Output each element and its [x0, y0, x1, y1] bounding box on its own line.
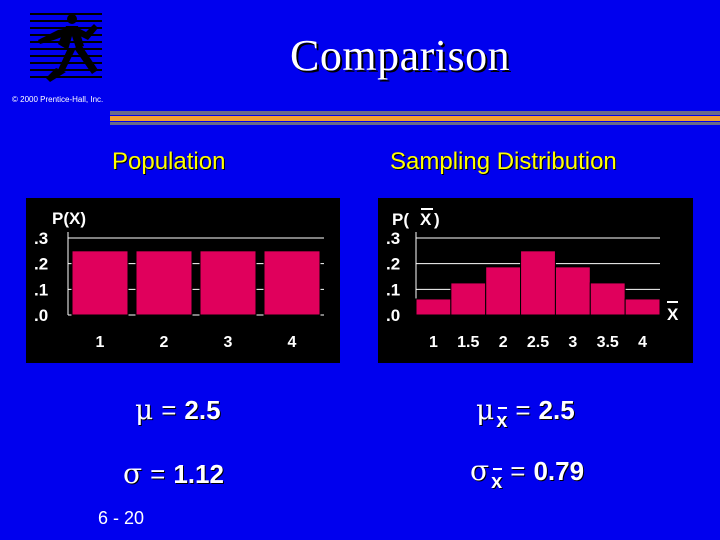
x-tick-label: 4	[638, 334, 647, 351]
bar	[263, 250, 321, 316]
divider-stripe-top	[110, 111, 720, 115]
bar	[135, 250, 193, 316]
y-axis-label-prefix: P(	[392, 210, 409, 229]
sigma-symbol: σ	[123, 457, 143, 490]
equals-sign: =	[510, 456, 526, 486]
mu-symbol: μ	[135, 393, 154, 426]
x-tick-label: 2.5	[527, 334, 549, 351]
x-tick-label: 3.5	[597, 334, 619, 351]
equals-sign: =	[515, 395, 531, 425]
equals-sign: =	[161, 395, 177, 425]
y-tick-label: .3	[386, 229, 400, 248]
bar	[624, 298, 661, 316]
x-tick-label: 2	[160, 334, 169, 351]
running-figure-icon	[30, 13, 102, 82]
divider-stripe-bottom	[110, 122, 720, 125]
bar	[71, 250, 129, 316]
xbar-subscript: x	[491, 468, 503, 493]
y-axis-label-variable: X	[420, 210, 432, 229]
x-tick-label: 4	[288, 334, 297, 351]
bar	[485, 266, 522, 316]
sampling-chart-panel: .0.1.2.3 1 1.5 2 2.5 3 3.5 4 P(X) X	[378, 198, 693, 363]
sampling-chart: .0.1.2.31 1.5 2 2.5 3 3.5 4P(X)X	[386, 208, 679, 351]
x-tick-label: 3	[568, 334, 577, 351]
sampling-mean-formula: μ x = 2.5	[476, 393, 575, 432]
x-tick-label: 1	[96, 334, 105, 351]
y-tick-label: .3	[34, 229, 48, 248]
sampling-mean-value: 2.5	[538, 395, 575, 425]
x-tick-label: 3	[224, 334, 233, 351]
copyright-notice: © 2000 Prentice-Hall, Inc.	[12, 95, 104, 104]
sampling-sd-formula: σ x = 0.79	[470, 454, 585, 493]
y-axis-label: P(X)	[52, 209, 86, 228]
bar	[199, 250, 257, 316]
bar	[415, 298, 452, 316]
bar	[520, 250, 556, 316]
population-mean-formula: μ = 2.5	[135, 393, 221, 426]
equals-sign: =	[150, 459, 166, 489]
sampling-heading: Sampling Distribution	[390, 148, 617, 175]
population-chart-panel: .0 .1 .2 .3 1 2 3 4 P(X)	[26, 198, 340, 363]
population-heading: Population	[112, 148, 226, 175]
population-sd-value: 1.12	[173, 459, 224, 489]
bar	[450, 282, 487, 316]
y-tick-label: .1	[386, 280, 400, 299]
page-number: 6 - 20	[98, 508, 145, 528]
slide-title: Comparison	[290, 31, 511, 80]
bar	[554, 266, 591, 316]
x-tick-label: 1.5	[457, 334, 479, 351]
x-axis-label: X	[667, 305, 679, 324]
bar	[589, 282, 626, 316]
sigma-symbol: σ	[470, 454, 490, 487]
y-tick-label: .2	[386, 255, 400, 274]
population-sd-formula: σ = 1.12	[123, 457, 224, 490]
y-tick-label: .2	[34, 255, 48, 274]
sampling-sd-value: 0.79	[533, 456, 585, 486]
y-axis-label-suffix: )	[434, 210, 440, 229]
y-tick-label: .1	[34, 280, 48, 299]
population-chart: .0 .1 .2 .3 1 2 3 4 P(X)	[34, 209, 324, 351]
y-tick-label: .0	[34, 306, 48, 325]
mu-symbol: μ	[476, 393, 495, 426]
population-mean-value: 2.5	[184, 395, 221, 425]
divider-stripe-accent	[110, 116, 720, 121]
x-tick-label: 2	[499, 334, 508, 351]
y-tick-label: .0	[386, 306, 400, 325]
xbar-subscript: x	[496, 407, 508, 432]
x-tick-label: 1	[429, 334, 438, 351]
